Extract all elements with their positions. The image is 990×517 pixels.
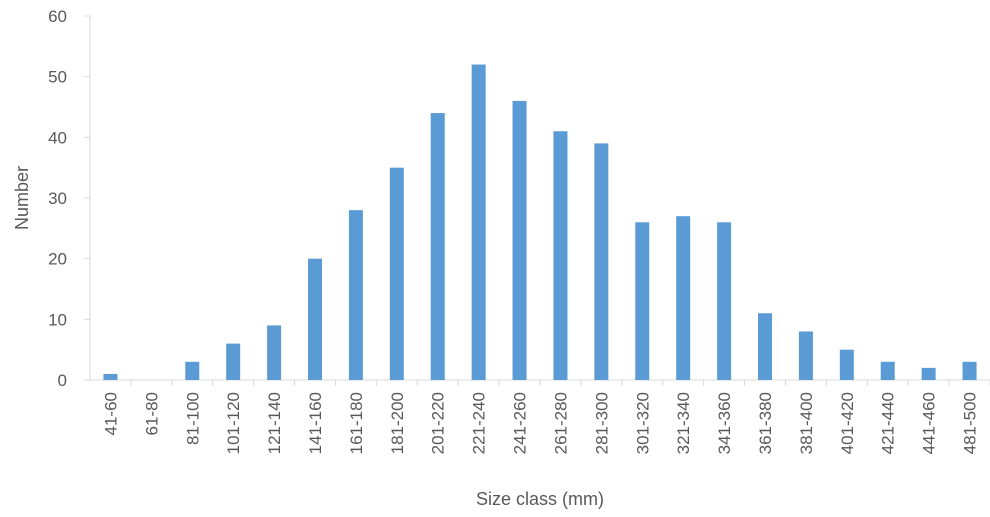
x-tick-label: 321-340 [674,392,693,454]
x-tick-label: 401-420 [838,392,857,454]
bar-161-180 [348,210,363,380]
bar-141-160 [308,258,322,380]
bar-201-220 [430,113,445,381]
bar-401-420 [839,349,854,380]
x-tick-label: 101-120 [224,392,243,454]
x-tick-labels: 41-60 61-80 81-100 101-120 121-140 141-160 161… [101,380,990,454]
bar-101-120 [226,343,241,380]
bar-181-200 [389,167,404,380]
x-tick-label: 221-240 [470,392,489,454]
x-tick-label: 301-320 [633,392,652,454]
x-tick-label: 181-200 [388,392,407,454]
bar-221-240 [471,64,486,381]
x-tick-label: 241-260 [511,392,530,454]
bar-121-140 [267,325,282,380]
bar-81-100 [185,361,200,380]
x-tick-label: 121-140 [265,392,284,454]
y-tick-label: 60 [48,7,67,26]
y-axis-title: Number [12,166,32,230]
plot-area: 0 10 20 30 40 50 60 41-60 61-80 81-100 101-120 121… [48,7,990,454]
bars [103,64,977,381]
x-tick-label: 341-360 [715,392,734,454]
bar-241-260 [512,100,527,380]
x-tick-label: 141-160 [306,392,325,454]
y-tick-label: 20 [48,250,67,269]
bar-281-300 [594,143,609,380]
y-tick-labels: 0 10 20 30 40 50 60 [48,7,90,390]
y-tick-label: 40 [48,128,67,147]
x-tick-label: 201-220 [429,392,448,454]
bar-41-60 [103,373,118,380]
x-tick-label: 421-440 [879,392,898,454]
y-tick-label: 0 [58,371,67,390]
bar-321-340 [676,216,691,380]
x-tick-label: 161-180 [347,392,366,454]
x-tick-label: 481-500 [961,392,980,454]
bar-261-280 [553,131,568,380]
x-tick-label: 361-380 [756,392,775,454]
bar-441-460 [921,367,936,380]
y-tick-label: 50 [48,68,67,87]
x-axis-title: Size class (mm) [476,489,604,509]
bar-301-320 [635,222,650,380]
bar-381-400 [798,331,813,380]
x-tick-label: 41-60 [101,392,120,435]
bar-421-440 [880,361,895,380]
bar-481-500 [962,361,977,380]
x-tick-label: 441-460 [920,392,939,454]
bar-341-360 [717,222,732,380]
x-tick-label: 281-300 [592,392,611,454]
x-tick-label: 381-400 [797,392,816,454]
y-tick-label: 10 [48,310,67,329]
x-tick-label: 261-280 [551,392,570,454]
y-tick-label: 30 [48,189,67,208]
x-tick-label: 61-80 [142,392,161,435]
x-tick-label: 81-100 [183,392,202,445]
bar-361-380 [758,313,772,380]
